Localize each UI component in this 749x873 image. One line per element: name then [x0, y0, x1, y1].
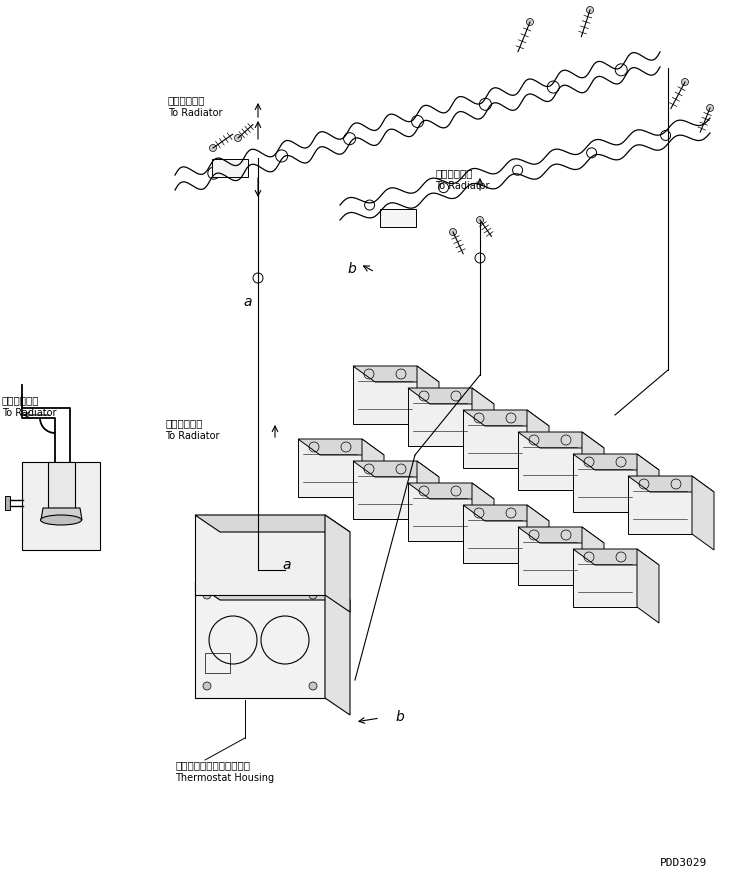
Text: a: a — [282, 558, 291, 572]
Polygon shape — [637, 549, 659, 623]
Circle shape — [548, 81, 560, 93]
Polygon shape — [325, 515, 350, 612]
Circle shape — [475, 253, 485, 263]
Polygon shape — [628, 476, 714, 492]
Text: a: a — [243, 295, 252, 309]
Polygon shape — [518, 527, 604, 543]
Circle shape — [476, 217, 484, 223]
Circle shape — [586, 148, 597, 158]
Circle shape — [615, 64, 627, 76]
Polygon shape — [298, 439, 384, 455]
Polygon shape — [582, 527, 604, 601]
Polygon shape — [472, 388, 494, 462]
Polygon shape — [408, 483, 472, 541]
Polygon shape — [408, 483, 494, 499]
Circle shape — [706, 105, 714, 112]
Polygon shape — [353, 366, 439, 382]
Circle shape — [411, 115, 423, 127]
Circle shape — [210, 145, 216, 152]
Text: サーモスタットハウジング: サーモスタットハウジング — [175, 760, 250, 770]
Polygon shape — [417, 366, 439, 440]
Polygon shape — [298, 439, 362, 497]
Text: ラジエータへ: ラジエータへ — [165, 418, 202, 428]
Text: ラジエータへ: ラジエータへ — [435, 168, 473, 178]
Circle shape — [344, 133, 356, 145]
Polygon shape — [325, 583, 350, 715]
Text: To Radiator: To Radiator — [435, 181, 490, 191]
Circle shape — [661, 130, 670, 141]
Polygon shape — [5, 496, 10, 510]
Polygon shape — [472, 483, 494, 557]
Polygon shape — [463, 505, 549, 521]
Polygon shape — [518, 432, 604, 448]
Polygon shape — [692, 476, 714, 550]
Polygon shape — [408, 388, 494, 404]
Circle shape — [479, 99, 491, 110]
Polygon shape — [463, 410, 527, 468]
Polygon shape — [353, 461, 417, 519]
Text: To Radiator: To Radiator — [165, 431, 219, 441]
Polygon shape — [353, 366, 417, 424]
Circle shape — [203, 591, 211, 599]
Text: PDD3029: PDD3029 — [660, 858, 707, 868]
Polygon shape — [195, 515, 350, 532]
Polygon shape — [353, 461, 439, 477]
Polygon shape — [463, 410, 549, 426]
Polygon shape — [573, 454, 659, 470]
Text: To Radiator: To Radiator — [168, 108, 222, 118]
Circle shape — [234, 134, 241, 141]
Polygon shape — [582, 432, 604, 506]
Circle shape — [512, 165, 523, 175]
Polygon shape — [380, 209, 416, 227]
Circle shape — [276, 150, 288, 162]
Polygon shape — [637, 454, 659, 528]
Polygon shape — [22, 462, 100, 550]
Text: b: b — [348, 262, 357, 276]
Circle shape — [439, 182, 449, 193]
Polygon shape — [527, 410, 549, 484]
Polygon shape — [195, 583, 350, 600]
Text: ラジエータへ: ラジエータへ — [168, 95, 205, 105]
Text: b: b — [395, 710, 404, 724]
Polygon shape — [628, 476, 692, 534]
Circle shape — [203, 682, 211, 690]
Polygon shape — [362, 439, 384, 513]
Polygon shape — [417, 461, 439, 535]
Circle shape — [365, 200, 374, 210]
Circle shape — [682, 79, 688, 86]
Circle shape — [527, 18, 533, 25]
Polygon shape — [41, 508, 82, 520]
Polygon shape — [573, 549, 659, 565]
Polygon shape — [573, 549, 637, 607]
Circle shape — [309, 682, 317, 690]
Polygon shape — [518, 432, 582, 490]
Polygon shape — [212, 159, 248, 177]
Polygon shape — [195, 583, 325, 698]
Polygon shape — [518, 527, 582, 585]
Text: To Radiator: To Radiator — [2, 408, 56, 418]
Polygon shape — [48, 462, 75, 508]
Text: ラジエータへ: ラジエータへ — [2, 395, 40, 405]
Polygon shape — [527, 505, 549, 579]
Polygon shape — [573, 454, 637, 512]
Polygon shape — [463, 505, 527, 563]
Circle shape — [309, 591, 317, 599]
Circle shape — [586, 6, 593, 13]
Circle shape — [207, 167, 219, 179]
Circle shape — [253, 273, 263, 283]
Circle shape — [449, 229, 456, 236]
Ellipse shape — [40, 515, 82, 525]
Polygon shape — [408, 388, 472, 446]
Polygon shape — [195, 515, 325, 595]
Text: Thermostat Housing: Thermostat Housing — [175, 773, 274, 783]
